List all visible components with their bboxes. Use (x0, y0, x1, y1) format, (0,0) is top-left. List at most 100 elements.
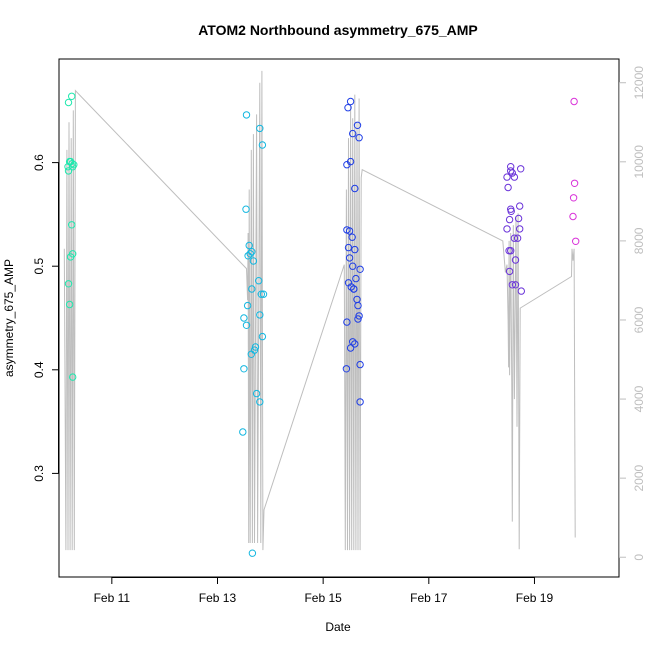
x-tick-label: Feb 13 (199, 591, 237, 605)
data-point (256, 124, 264, 133)
y-axis-label: asymmetry_675_AMP (2, 259, 16, 377)
data-point (569, 194, 578, 202)
right-axis-tick-label: 12000 (632, 66, 646, 100)
data-point (239, 428, 247, 436)
data-point (64, 280, 73, 288)
data-point (356, 265, 364, 273)
data-point (355, 312, 363, 320)
data-point (517, 165, 525, 173)
data-point (66, 253, 75, 261)
data-point (343, 318, 351, 326)
data-point (503, 173, 511, 181)
data-point (258, 141, 267, 149)
data-point (354, 315, 362, 323)
data-point (570, 179, 579, 188)
data-point (256, 398, 264, 406)
data-point (243, 301, 252, 310)
data-point (351, 340, 359, 348)
right-axis-tick-label: 4000 (632, 385, 646, 412)
data-point (258, 332, 267, 341)
data-point (346, 97, 355, 106)
data-point (247, 350, 256, 358)
right-axis-tick-label: 0 (632, 554, 646, 561)
x-tick-label: Feb 19 (516, 591, 554, 605)
data-point (69, 373, 77, 381)
y-tick-label: 0.5 (32, 258, 46, 275)
plot-frame (58, 58, 620, 578)
data-point (248, 285, 256, 293)
points-layer (64, 92, 580, 557)
data-point (64, 98, 73, 107)
data-point (505, 267, 514, 276)
data-point (349, 129, 357, 138)
y-tick-label: 0.6 (32, 154, 46, 171)
data-point (345, 254, 354, 262)
data-point (511, 256, 520, 264)
data-point (569, 212, 577, 221)
data-point (572, 237, 580, 246)
data-point (351, 245, 359, 254)
data-point (354, 301, 362, 310)
x-axis-label: Date (325, 620, 351, 634)
data-point (514, 214, 523, 223)
data-point (348, 233, 356, 241)
data-point (245, 241, 253, 250)
data-point (242, 111, 251, 119)
data-point (257, 290, 265, 298)
data-point (356, 360, 364, 369)
data-point (251, 343, 260, 351)
data-point (248, 549, 257, 557)
x-tick-label: Feb 17 (410, 591, 448, 605)
right-axis-tick-label: 8000 (632, 227, 646, 254)
data-point (349, 262, 357, 270)
data-point (513, 234, 522, 242)
right-axis-tick-label: 2000 (632, 464, 646, 491)
data-point (64, 167, 73, 175)
data-point (240, 314, 248, 322)
data-point (246, 250, 254, 258)
data-point (248, 248, 256, 256)
data-point (240, 365, 248, 373)
right-axis-tick-label: 6000 (632, 306, 646, 333)
secondary-line-layer (63, 70, 576, 551)
data-point (516, 202, 524, 210)
data-point (351, 184, 359, 193)
data-point (507, 167, 515, 175)
y-tick-label: 0.4 (32, 361, 46, 378)
data-point (343, 161, 351, 169)
data-point (344, 104, 352, 112)
chart-title: ATOM2 Northbound asymmetry_675_AMP (198, 22, 478, 38)
data-point (508, 169, 516, 177)
data-point (517, 287, 525, 295)
data-point (350, 285, 358, 293)
right-axis-tick-label: 10000 (632, 145, 646, 179)
x-tick-label: Feb 11 (94, 591, 131, 605)
data-point (255, 277, 263, 285)
data-point (505, 215, 514, 224)
data-point (511, 281, 520, 289)
data-point (505, 247, 513, 255)
data-point (356, 398, 364, 406)
data-point (570, 97, 578, 106)
secondary-series-line (63, 70, 576, 551)
axes-layer: Feb 11 Feb 13 Feb 15 Feb 17 Feb 19 0.3 0.4 0.5 0… (32, 66, 646, 605)
data-point (65, 300, 74, 309)
data-point (507, 207, 515, 216)
data-point (252, 389, 261, 398)
data-point (244, 252, 252, 260)
data-point (503, 225, 511, 233)
data-point (516, 225, 524, 233)
data-point (259, 290, 268, 298)
data-point (70, 161, 78, 169)
data-point (352, 274, 360, 283)
x-tick-label: Feb 15 (304, 591, 342, 605)
data-point (510, 234, 519, 242)
data-point (68, 221, 76, 229)
data-point (345, 227, 354, 235)
data-point (242, 205, 250, 213)
data-point (249, 257, 258, 265)
data-point (342, 365, 351, 373)
data-point (504, 183, 512, 192)
